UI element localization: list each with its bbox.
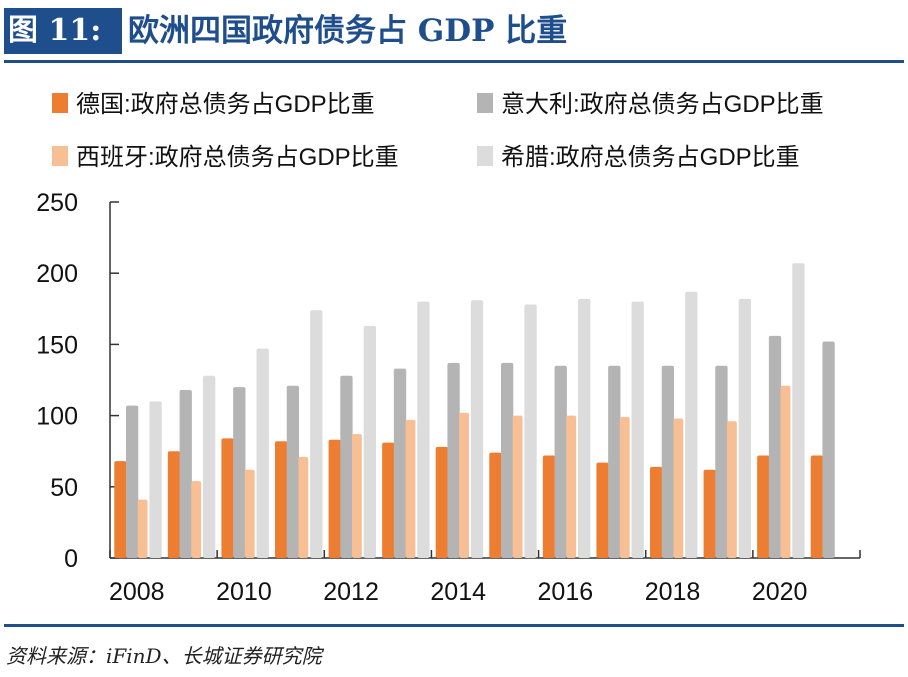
x-tick-label: 2010 bbox=[216, 578, 272, 606]
bar-2013-s3 bbox=[417, 301, 430, 558]
bar-2014-s2 bbox=[459, 412, 469, 558]
bar-2020-s1 bbox=[768, 335, 782, 558]
bar-2020-s3 bbox=[792, 263, 805, 558]
y-tick-label: 0 bbox=[64, 545, 78, 573]
y-tick-label: 50 bbox=[50, 474, 78, 502]
x-tick-label: 2016 bbox=[538, 578, 594, 606]
bar-2013-s0 bbox=[382, 442, 395, 558]
bar-2014-s1 bbox=[447, 362, 460, 558]
x-tick-label: 2008 bbox=[109, 578, 165, 606]
bar-2009-s3 bbox=[202, 375, 216, 558]
figure-title: 欧洲四国政府债务占 GDP 比重 bbox=[128, 13, 568, 49]
bar-2018-s0 bbox=[650, 466, 663, 558]
bar-2011-s1 bbox=[286, 385, 300, 558]
figure-header: 图 11: 欧洲四国政府债务占 GDP 比重 bbox=[0, 0, 908, 60]
y-tick-label: 200 bbox=[36, 260, 78, 288]
bar-2013-s2 bbox=[405, 419, 416, 558]
x-tick-label: 2012 bbox=[323, 578, 379, 606]
legend-swatch bbox=[477, 146, 493, 166]
bar-2016-s2 bbox=[566, 415, 577, 558]
bar-2014-s3 bbox=[470, 300, 484, 558]
legend-swatch bbox=[52, 93, 68, 113]
x-tick-label: 2014 bbox=[430, 578, 486, 606]
bar-chart: 德国:政府总债务占GDP比重 意大利:政府总债务占GDP比重西班牙:政府总债务占G… bbox=[36, 91, 861, 606]
bar-2013-s1 bbox=[393, 368, 407, 558]
bar-2009-s2 bbox=[191, 481, 202, 558]
bar-2010-s0 bbox=[221, 438, 234, 558]
bar-2021-s0 bbox=[810, 455, 824, 558]
source-note: 资料来源：iFinD、长城证券研究院 bbox=[6, 644, 322, 668]
bar-2014-s0 bbox=[435, 446, 449, 558]
header-rule bbox=[4, 60, 904, 63]
bar-2015-s1 bbox=[500, 362, 514, 558]
bar-2016-s0 bbox=[542, 455, 556, 558]
bar-2019-s0 bbox=[703, 469, 716, 558]
bar-2019-s3 bbox=[738, 298, 752, 558]
bar-2011-s2 bbox=[298, 456, 309, 558]
bar-2017-s1 bbox=[608, 365, 621, 558]
legend-label: 意大利:政府总债务占GDP比重 bbox=[501, 91, 824, 118]
bar-2015-s2 bbox=[512, 415, 523, 558]
bar-2012-s1 bbox=[340, 375, 353, 558]
y-tick-label: 250 bbox=[36, 189, 78, 217]
x-tick-label: 2020 bbox=[752, 578, 808, 606]
bar-2018-s3 bbox=[685, 291, 698, 558]
bar-2021-s1 bbox=[822, 341, 835, 558]
bar-2012-s2 bbox=[351, 434, 362, 558]
bar-2009-s0 bbox=[167, 451, 181, 558]
bar-2017-s2 bbox=[619, 417, 630, 558]
bar-2008-s1 bbox=[125, 405, 139, 558]
bar-2020-s2 bbox=[780, 385, 791, 558]
bar-2010-s3 bbox=[256, 348, 269, 558]
legend-swatch bbox=[52, 146, 68, 166]
bar-2020-s0 bbox=[757, 455, 770, 558]
bar-2015-s3 bbox=[524, 304, 537, 558]
legend-swatch bbox=[477, 93, 493, 113]
bar-2011-s0 bbox=[275, 441, 288, 558]
bar-2019-s2 bbox=[726, 421, 737, 558]
bar-2016-s3 bbox=[577, 298, 591, 558]
y-tick-label: 100 bbox=[36, 403, 78, 431]
legend-label: 希腊:政府总债务占GDP比重 bbox=[501, 144, 800, 171]
legend-label: 德国:政府总债务占GDP比重 bbox=[76, 91, 375, 118]
bar-2010-s2 bbox=[244, 469, 255, 558]
bar-2008-s0 bbox=[114, 461, 127, 558]
y-tick-label: 150 bbox=[36, 331, 78, 359]
bar-2017-s0 bbox=[596, 462, 609, 558]
bar-2012-s3 bbox=[363, 325, 377, 558]
legend-label: 西班牙:政府总债务占GDP比重 bbox=[76, 144, 399, 171]
bar-2019-s1 bbox=[715, 365, 728, 558]
bar-2015-s0 bbox=[489, 452, 502, 558]
bar-2018-s1 bbox=[661, 365, 675, 558]
bar-2012-s0 bbox=[328, 439, 341, 558]
bar-2018-s2 bbox=[673, 418, 684, 558]
bar-2016-s1 bbox=[554, 365, 567, 558]
bar-2017-s3 bbox=[631, 301, 644, 558]
bar-2009-s1 bbox=[179, 389, 192, 558]
bar-2010-s1 bbox=[233, 387, 246, 558]
bar-2011-s3 bbox=[310, 310, 323, 558]
footer-rule bbox=[4, 624, 904, 627]
bar-2008-s2 bbox=[137, 499, 148, 558]
x-tick-label: 2018 bbox=[645, 578, 701, 606]
bar-2008-s3 bbox=[149, 401, 162, 558]
figure-label: 图 11: bbox=[4, 8, 122, 54]
